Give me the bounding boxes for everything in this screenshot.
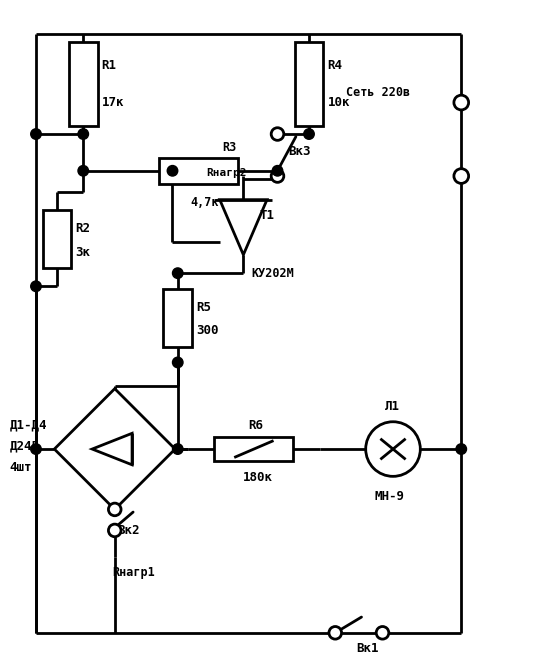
Circle shape (456, 444, 467, 454)
Text: КУ202М: КУ202М (252, 267, 294, 279)
Text: Сеть 220в: Сеть 220в (345, 86, 410, 99)
Text: 3к: 3к (75, 246, 90, 259)
Text: 17к: 17к (101, 96, 124, 109)
Text: R5: R5 (196, 301, 211, 314)
Circle shape (304, 129, 314, 139)
Circle shape (272, 165, 282, 176)
Circle shape (167, 165, 178, 176)
Circle shape (78, 129, 89, 139)
Text: 10к: 10к (327, 96, 350, 109)
Text: R2: R2 (75, 222, 90, 235)
Circle shape (454, 169, 469, 183)
Text: 180к: 180к (244, 471, 273, 484)
Text: T1: T1 (259, 209, 274, 222)
Text: R3: R3 (222, 140, 237, 154)
Circle shape (31, 129, 41, 139)
Text: Вк2: Вк2 (117, 524, 140, 537)
Circle shape (454, 95, 469, 110)
Circle shape (172, 268, 183, 278)
Bar (43, 210, 72, 268)
Bar (215, 437, 293, 461)
Circle shape (376, 627, 389, 639)
Text: Д1-Д4: Д1-Д4 (10, 419, 47, 432)
Circle shape (271, 170, 284, 183)
Circle shape (108, 503, 121, 516)
Text: МН-9: МН-9 (375, 490, 405, 503)
Text: Л1: Л1 (385, 399, 400, 413)
Text: 300: 300 (196, 324, 218, 337)
Circle shape (31, 281, 41, 291)
Text: R6: R6 (249, 419, 264, 432)
Bar (295, 42, 324, 126)
Circle shape (172, 357, 183, 368)
Text: R1: R1 (101, 59, 116, 72)
Text: 4шт: 4шт (10, 461, 32, 474)
Bar (163, 289, 192, 347)
Text: Rнагр2: Rнагр2 (207, 169, 247, 179)
Bar (159, 158, 238, 184)
Circle shape (271, 128, 284, 140)
Circle shape (78, 165, 89, 176)
Text: 4,7к: 4,7к (191, 196, 219, 209)
Circle shape (31, 444, 41, 454)
Text: Rнагр1: Rнагр1 (112, 566, 155, 579)
Circle shape (329, 627, 342, 639)
Circle shape (172, 444, 183, 454)
Text: R4: R4 (327, 59, 342, 72)
Bar (69, 42, 98, 126)
Text: Вк1: Вк1 (356, 642, 379, 655)
Text: Вк3: Вк3 (288, 144, 310, 158)
Circle shape (108, 524, 121, 536)
Text: Д245: Д245 (10, 440, 40, 453)
